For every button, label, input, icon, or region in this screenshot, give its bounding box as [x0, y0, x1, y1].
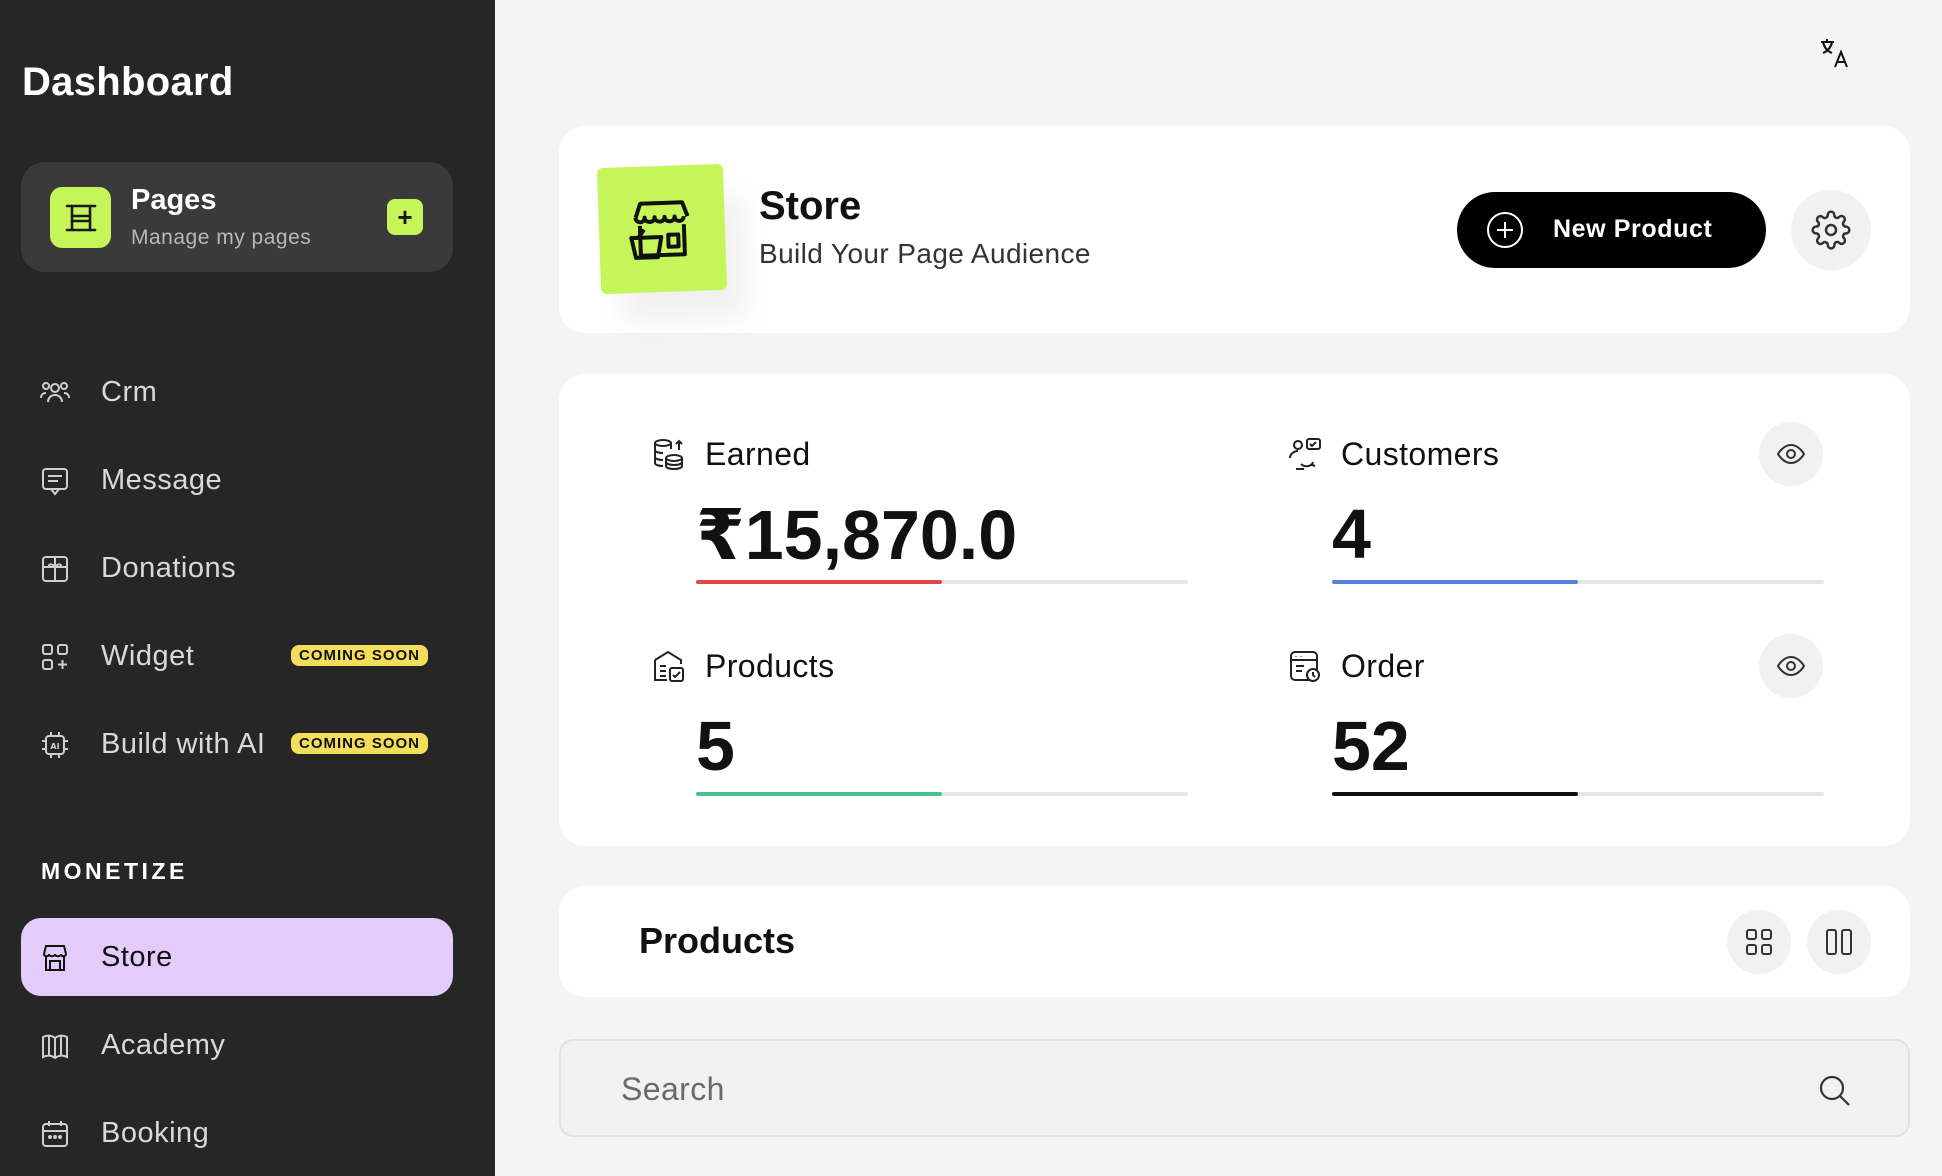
progress-fill: [1332, 580, 1578, 584]
coming-soon-badge: COMING SOON: [291, 733, 429, 754]
section-label-monetize: MONETIZE: [41, 858, 188, 884]
search-bar: [559, 1039, 1910, 1137]
new-product-label: New Product: [1553, 215, 1713, 243]
add-page-button[interactable]: +: [387, 199, 423, 235]
stat-earned: Earned ₹15,870.0: [651, 436, 1188, 596]
stat-value: ₹15,870.0: [696, 496, 1018, 574]
search-icon[interactable]: [1817, 1073, 1853, 1109]
sidebar-item-label: Donations: [101, 551, 237, 584]
ai-chip-icon: AI: [42, 732, 68, 758]
stat-value: 52: [1332, 707, 1410, 785]
stat-label: Order: [1341, 648, 1425, 684]
progress-track: [1332, 580, 1824, 584]
book-icon: [42, 1034, 68, 1060]
sidebar-item-donations[interactable]: Donations: [21, 529, 453, 607]
store-tile: [596, 163, 728, 295]
sidebar-item-booking[interactable]: Booking: [21, 1094, 453, 1172]
gear-icon: [1811, 210, 1851, 250]
pages-title: Pages: [131, 184, 217, 216]
section-title: Products: [639, 920, 796, 961]
sidebar-item-label: Widget: [101, 639, 195, 672]
sidebar-item-label: Store: [101, 940, 173, 973]
users-icon: [40, 382, 70, 403]
pages-card[interactable]: Pages Manage my pages +: [21, 162, 453, 272]
store-icon: [43, 945, 67, 971]
stat-label: Customers: [1341, 436, 1500, 472]
sidebar-item-label: Build with AI: [101, 727, 266, 760]
progress-fill: [696, 792, 942, 796]
search-input[interactable]: [621, 1065, 1721, 1113]
message-icon: [42, 468, 68, 496]
sidebar-item-store[interactable]: Store: [21, 918, 453, 996]
products-icon: [654, 650, 684, 682]
sidebar-title: Dashboard: [22, 60, 234, 104]
coins-icon: [654, 439, 683, 471]
toggle-visibility-button[interactable]: [1759, 634, 1823, 698]
stat-products: Products 5: [651, 648, 1188, 808]
calendar-icon: [42, 1121, 68, 1147]
sidebar-item-message[interactable]: Message: [21, 441, 453, 519]
stat-value: 5: [696, 707, 735, 785]
translate-icon[interactable]: [1818, 36, 1852, 70]
sidebar-item-label: Booking: [101, 1116, 210, 1149]
stat-label: Products: [705, 648, 835, 684]
store-header-card: Store Build Your Page Audience New Produ…: [559, 126, 1910, 333]
grid-view-icon: [1746, 929, 1772, 955]
customers-icon: [1289, 438, 1321, 470]
settings-button[interactable]: [1791, 190, 1871, 270]
order-icon: [1290, 651, 1320, 682]
stat-order: Order 52: [1287, 648, 1824, 808]
sidebar-item-label: Academy: [101, 1028, 226, 1061]
stat-customers: Customers 4: [1287, 436, 1824, 596]
products-section-header: Products: [559, 886, 1910, 997]
page-subtitle: Build Your Page Audience: [759, 238, 1091, 269]
plus-circle-icon: [1487, 212, 1523, 248]
sidebar-item-label: Message: [101, 463, 223, 496]
store-basket-icon: [629, 200, 690, 260]
sidebar-item-academy[interactable]: Academy: [21, 1006, 453, 1084]
column-view-icon: [1826, 929, 1852, 955]
sidebar-item-crm[interactable]: Crm: [21, 353, 453, 431]
widget-icon: [42, 644, 68, 670]
plus-icon: +: [397, 202, 413, 232]
svg-text:AI: AI: [50, 742, 59, 751]
progress-track: [1332, 792, 1824, 796]
toggle-visibility-button[interactable]: [1759, 422, 1823, 486]
stat-label: Earned: [705, 436, 811, 472]
stat-value: 4: [1332, 495, 1371, 573]
gift-icon: [42, 556, 68, 582]
sidebar-item-build-with-ai[interactable]: AI Build with AI COMING SOON: [21, 705, 453, 783]
new-product-button[interactable]: New Product: [1457, 192, 1766, 268]
progress-track: [696, 580, 1188, 584]
coming-soon-badge: COMING SOON: [291, 645, 429, 666]
pages-icon: [50, 187, 111, 248]
stats-card: Earned ₹15,870.0 Customers 4 Products 5: [559, 374, 1910, 846]
grid-view-button[interactable]: [1727, 910, 1791, 974]
sidebar-item-widget[interactable]: Widget COMING SOON: [21, 617, 453, 695]
eye-icon: [1776, 443, 1806, 465]
eye-icon: [1776, 655, 1806, 677]
sidebar: Dashboard Pages Manage my pages + Crm Me…: [0, 0, 495, 1176]
page-title: Store: [759, 184, 862, 228]
progress-track: [696, 792, 1188, 796]
column-view-button[interactable]: [1807, 910, 1871, 974]
progress-fill: [696, 580, 942, 584]
sidebar-item-label: Crm: [101, 375, 158, 408]
progress-fill: [1332, 792, 1578, 796]
pages-subtitle: Manage my pages: [131, 226, 312, 249]
